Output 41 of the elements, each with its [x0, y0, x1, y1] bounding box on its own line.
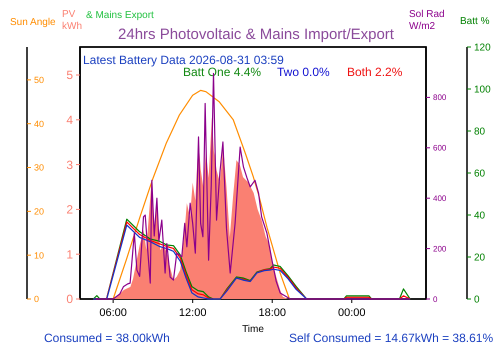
y-tick-label: 800: [433, 93, 447, 102]
y2-axis-title: Sun Angle: [10, 17, 56, 28]
y-tick-label: 1: [66, 247, 74, 262]
annotation: Latest Battery Data 2026-08-31 03:59: [83, 53, 284, 67]
x-tick-label: 00:00: [338, 307, 366, 319]
y2-tick-label: 80: [474, 126, 486, 138]
y-tick-label: 4: [66, 113, 74, 127]
y2-axis-title: Batt %: [460, 16, 490, 27]
y2-tick-label: 60: [474, 168, 486, 180]
y-axis-title: PV kWh: [62, 9, 82, 32]
y-tick-label: 0: [433, 294, 438, 304]
annotation: Two 0.0%: [277, 65, 330, 79]
y2-tick-label: 0: [34, 294, 40, 304]
x-tick-label: 06:00: [99, 307, 127, 319]
y-tick-label: 5: [66, 68, 74, 82]
y-tick-label: 600: [433, 144, 447, 153]
y-tick-label: 0: [66, 292, 74, 306]
annotation: Batt One 4.4%: [183, 65, 262, 79]
chart-title: 24hrs Photovoltaic & Mains Import/Export: [118, 26, 395, 43]
y-tick-label: 2: [66, 202, 74, 217]
text: Consumed = 38.00kWh: [44, 331, 170, 345]
y-tick-label: 400: [433, 194, 447, 203]
y2-tick-label: 20: [34, 206, 44, 216]
y2-tick-label: 20: [474, 252, 486, 264]
x-tick-label: 18:00: [258, 307, 286, 319]
y-tick-label: 200: [433, 244, 447, 254]
annotation: Both 2.2%: [347, 65, 403, 79]
y-axis-title: Sol Rad W/m2: [409, 9, 445, 32]
y2-tick-label: 50: [34, 75, 44, 86]
y2-tick-label: 40: [34, 118, 44, 129]
y-tick-label: 3: [66, 158, 74, 172]
text: & Mains Export: [86, 10, 154, 21]
y2-tick-label: 100: [474, 84, 492, 96]
y2-tick-label: 30: [34, 162, 44, 173]
text: Self Consumed = 14.67kWh = 38.61%: [289, 331, 494, 345]
y2-tick-label: 40: [474, 210, 486, 222]
y2-tick-label: 10: [34, 250, 44, 260]
y2-tick-label: 0: [474, 294, 480, 306]
x-axis-title: Time: [242, 324, 264, 335]
x-tick-label: 12:00: [178, 307, 206, 319]
y2-tick-label: 120: [474, 42, 492, 54]
